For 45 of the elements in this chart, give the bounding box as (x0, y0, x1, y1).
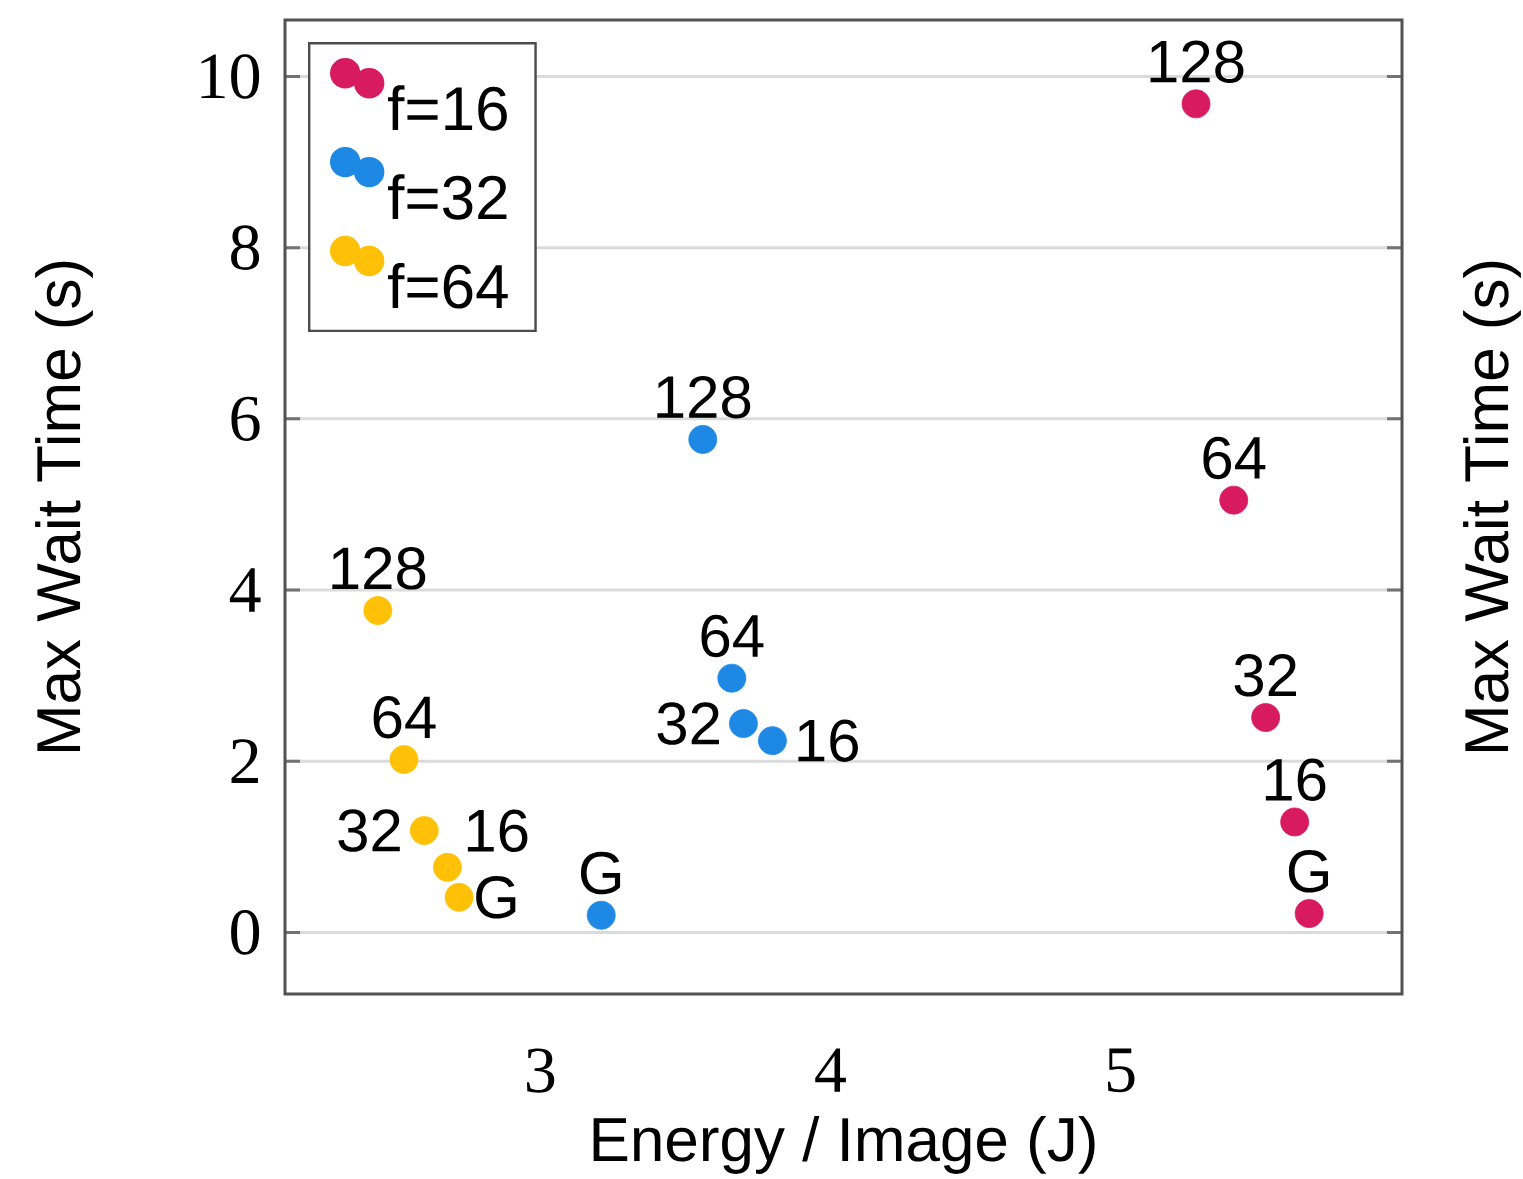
y-tick-label: 0 (231, 910, 260, 955)
point (1251, 703, 1281, 732)
x-tick-label: 4 (815, 1048, 846, 1092)
annotation: 32 (1234, 654, 1296, 697)
point (688, 424, 718, 454)
annotation: 128 (657, 375, 751, 419)
point (1294, 899, 1324, 928)
point (433, 852, 462, 882)
y-axis-title: Max Wait Time (s) (35, 261, 93, 752)
annotation: 32 (338, 809, 400, 852)
annotation: 32 (657, 702, 719, 745)
y-tick-label: 2 (231, 739, 258, 784)
annotation: 16 (467, 809, 528, 852)
legend-label: f=32 (388, 174, 507, 220)
annotation: 128 (1150, 40, 1244, 83)
y-tick-label: 6 (231, 396, 260, 442)
y-tick-label: 10 (201, 54, 260, 99)
legend-label: f=64 (388, 263, 508, 309)
x-tick-label: 5 (1107, 1048, 1135, 1093)
annotation: 16 (798, 719, 858, 762)
annotation: 64 (1203, 436, 1266, 480)
point (729, 709, 758, 738)
point (409, 816, 439, 845)
x-axis-title: Energy / Image (J) (593, 1116, 1095, 1174)
legend-label: f=16 (388, 85, 507, 131)
x-tick-label: 3 (526, 1048, 555, 1093)
annotation: 16 (1265, 758, 1326, 802)
annotation: 128 (332, 547, 426, 590)
point (586, 900, 616, 930)
point (758, 726, 787, 756)
annotation: G (1288, 850, 1329, 893)
y2-axis-title: Max Wait Time (s) (1463, 261, 1521, 752)
y-tick-label: 8 (231, 225, 260, 270)
point (389, 745, 419, 774)
point (444, 882, 474, 912)
point (717, 663, 747, 693)
point (1219, 485, 1249, 515)
point (1181, 89, 1211, 119)
annotation: G (580, 851, 621, 895)
annotation: G (476, 876, 516, 919)
y-tick-label: 4 (229, 568, 261, 612)
point (363, 596, 393, 625)
annotation: 64 (701, 614, 764, 658)
annotation: 64 (373, 696, 436, 739)
point (1280, 807, 1310, 837)
